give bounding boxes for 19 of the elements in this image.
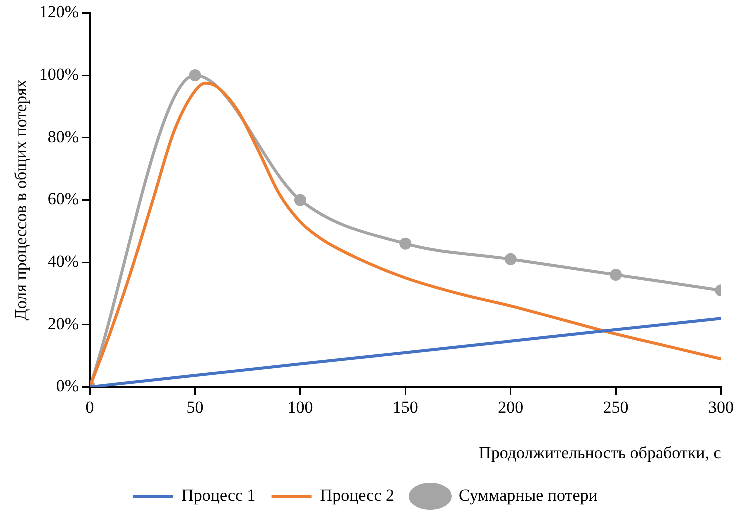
y-axis-title: Доля процессов в общих потерях xyxy=(12,79,31,321)
x-tick-label: 300 xyxy=(708,398,734,417)
legend-label: Процесс 2 xyxy=(320,486,394,505)
x-tick-label: 0 xyxy=(86,398,94,417)
x-tick-label: 50 xyxy=(186,398,204,417)
y-tick-label: 120% xyxy=(39,2,80,22)
x-tick-label: 200 xyxy=(498,398,524,417)
y-tick-label: 100% xyxy=(39,65,80,84)
x-tick-label: 250 xyxy=(603,398,629,417)
x-tick-label: 100 xyxy=(288,398,314,417)
y-tick-label: 0% xyxy=(56,376,80,396)
x-axis-title: Продолжительность обработки, с xyxy=(479,443,722,462)
y-tick-label: 40% xyxy=(48,252,80,271)
x-tick-label: 150 xyxy=(392,398,418,417)
y-tick-label: 20% xyxy=(48,314,80,334)
y-tick-label: 80% xyxy=(48,127,80,146)
legend-label: Суммарные потери xyxy=(458,486,598,505)
legend-label: Процесс 1 xyxy=(182,486,256,505)
y-tick-label: 60% xyxy=(48,190,80,209)
